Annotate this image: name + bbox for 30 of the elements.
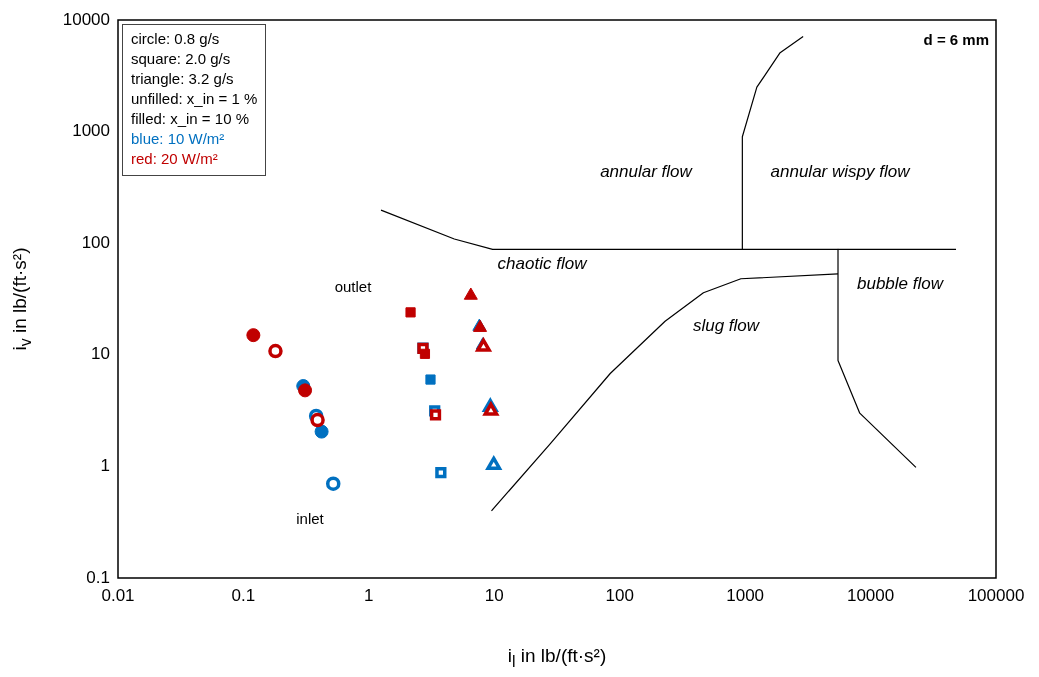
annotation: bubble flow bbox=[856, 274, 944, 294]
y-tick-label: 10 bbox=[91, 344, 110, 364]
annotation: filled: x_in = 10 % bbox=[131, 109, 250, 129]
annotation: square: 2.0 g/s bbox=[131, 49, 232, 69]
x-tick-label: 10 bbox=[484, 585, 504, 605]
annotation: triangle: 3.2 g/s bbox=[131, 69, 235, 89]
y-tick-label: 10000 bbox=[62, 9, 110, 29]
annotation: outlet bbox=[334, 277, 372, 295]
annotation: red: 20 W/m² bbox=[131, 149, 219, 169]
y-tick-label: 1000 bbox=[72, 121, 110, 141]
annotation: annular flow bbox=[600, 162, 692, 182]
annotation: circle: 0.8 g/s bbox=[131, 29, 221, 49]
annotation: slug flow bbox=[692, 316, 760, 336]
x-tick-label: 0.1 bbox=[231, 585, 256, 605]
text: d = 6 mm bbox=[923, 31, 989, 48]
annotation: unfilled: x_in = 1 % bbox=[131, 89, 258, 109]
annotation: annular wispy flow bbox=[770, 162, 910, 182]
annotation: chaotic flow bbox=[497, 254, 587, 274]
x-tick-label: 1 bbox=[364, 585, 374, 605]
x-tick-label: 0.01 bbox=[101, 585, 135, 605]
x-tick-label: 1000 bbox=[726, 585, 765, 605]
x-tick-label: 10000 bbox=[846, 585, 895, 605]
y-tick-label: 100 bbox=[81, 232, 110, 252]
annotation: inlet bbox=[296, 509, 324, 527]
x-tick-label: 100000 bbox=[967, 585, 1025, 605]
y-tick-label: 0.1 bbox=[86, 567, 110, 587]
y-tick-label: 1 bbox=[100, 456, 110, 476]
annotation: blue: 10 W/m² bbox=[131, 129, 226, 149]
x-tick-label: 100 bbox=[605, 585, 634, 605]
x-axis-title: i$_{l}$ in lb/(ft·s²) bbox=[506, 645, 608, 671]
